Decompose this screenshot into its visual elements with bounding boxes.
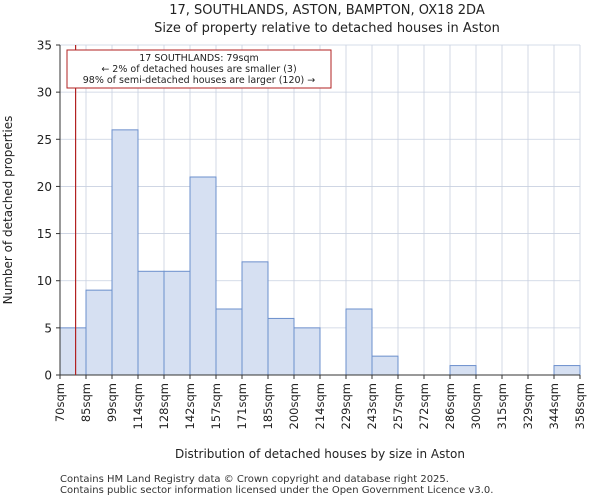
bar-128sqm [163,270,191,376]
annotation-line-1: 17 SOUTHLANDS: 79sqm [139,53,259,64]
x-tick-label: 171sqm [235,383,249,429]
x-tick-label: 344sqm [547,383,561,429]
x-tick-label: 286sqm [443,383,457,429]
y-tick-labels: 0 5 10 15 20 25 30 35 [37,39,60,383]
x-axis-label: Distribution of detached houses by size … [175,447,465,461]
x-tick-label: 257sqm [391,383,405,429]
y-axis-label: Number of detached properties [1,116,15,305]
x-tick-label: 157sqm [209,383,223,429]
bar-286sqm [449,365,477,376]
annotation-box: 17 SOUTHLANDS: 79sqm ← 2% of detached ho… [66,49,332,89]
x-tick-label: 300sqm [469,383,483,429]
bars [59,129,581,376]
y-tick-label: 35 [37,39,52,53]
bar-70sqm [59,327,87,376]
x-tick-label: 315sqm [495,383,509,429]
x-tick-label: 229sqm [339,383,353,429]
x-tick-label: 243sqm [365,383,379,429]
chart-title: 17, SOUTHLANDS, ASTON, BAMPTON, OX18 2DA [169,3,485,18]
bar-200sqm [293,327,321,376]
x-tick-label: 142sqm [183,383,197,429]
x-tick-label: 272sqm [417,383,431,429]
x-tick-label: 358sqm [573,383,587,429]
annotation-line-2: ← 2% of detached houses are smaller (3) [101,64,296,75]
x-tick-label: 70sqm [53,383,67,422]
bar-85sqm [85,289,113,376]
bar-243sqm [371,355,399,376]
footer-line-1: Contains HM Land Registry data © Crown c… [60,474,449,485]
y-tick-label: 5 [44,321,52,335]
y-tick-label: 25 [37,133,52,147]
chart-subtitle: Size of property relative to detached ho… [154,21,500,36]
annotation-line-3: 98% of semi-detached houses are larger (… [83,75,316,86]
y-tick-label: 30 [37,86,52,100]
y-tick-label: 15 [37,227,52,241]
bar-157sqm [215,308,243,376]
x-tick-label: 128sqm [157,383,171,429]
bar-99sqm [111,129,139,376]
y-tick-label: 10 [37,274,52,288]
footer-line-2: Contains public sector information licen… [60,485,494,496]
x-tick-label: 114sqm [131,383,145,429]
y-tick-label: 20 [37,180,52,194]
x-tick-labels: 70sqm 85sqm 99sqm 114sqm 128sqm 142sqm 157sqm 1… [53,375,587,429]
y-tick-label: 0 [44,369,52,383]
bar-142sqm [189,176,217,376]
bar-185sqm [267,317,295,376]
bar-344sqm [553,365,581,376]
bar-171sqm [241,261,269,376]
bar-114sqm [137,270,165,376]
x-tick-label: 99sqm [105,383,119,422]
x-tick-label: 200sqm [287,383,301,429]
bar-229sqm [345,308,373,376]
x-tick-label: 329sqm [521,383,535,429]
x-tick-label: 214sqm [313,383,327,429]
x-tick-label: 85sqm [79,383,93,422]
x-tick-label: 185sqm [261,383,275,429]
